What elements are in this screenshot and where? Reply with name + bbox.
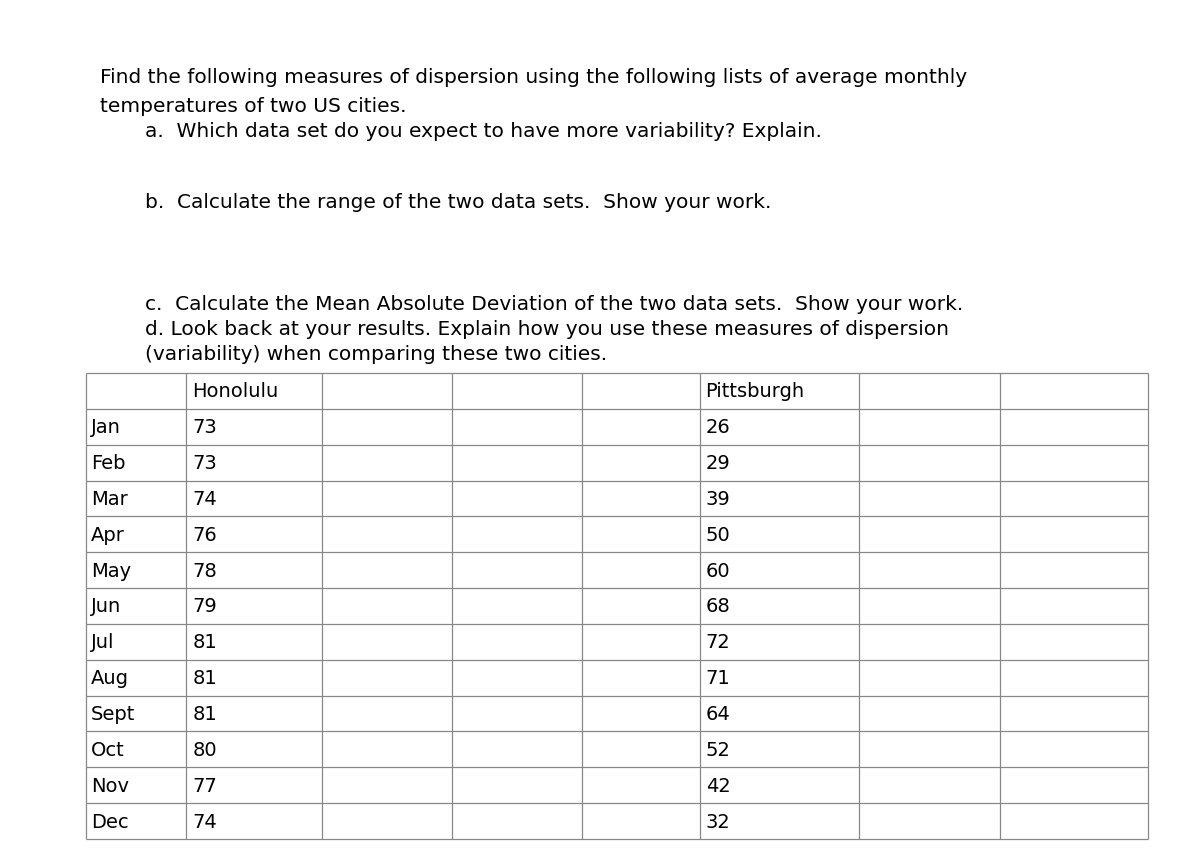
- Text: 74: 74: [192, 812, 217, 831]
- Text: 81: 81: [192, 669, 217, 688]
- Text: a.  Which data set do you expect to have more variability? Explain.: a. Which data set do you expect to have …: [145, 122, 822, 141]
- Text: 74: 74: [192, 489, 217, 509]
- Text: d. Look back at your results. Explain how you use these measures of dispersion: d. Look back at your results. Explain ho…: [145, 320, 949, 338]
- Text: Dec: Dec: [91, 812, 128, 831]
- Text: May: May: [91, 561, 131, 580]
- Text: Aug: Aug: [91, 669, 130, 688]
- Text: 29: 29: [706, 453, 731, 473]
- Text: 79: 79: [192, 596, 217, 616]
- Text: Honolulu: Honolulu: [192, 382, 278, 401]
- Text: 77: 77: [192, 776, 217, 795]
- Text: Mar: Mar: [91, 489, 127, 509]
- Text: Find the following measures of dispersion using the following lists of average m: Find the following measures of dispersio…: [100, 68, 967, 87]
- Text: temperatures of two US cities.: temperatures of two US cities.: [100, 97, 407, 116]
- Text: Jun: Jun: [91, 596, 121, 616]
- Text: 71: 71: [706, 669, 731, 688]
- Text: 26: 26: [706, 417, 731, 437]
- Text: 52: 52: [706, 740, 731, 759]
- Text: Pittsburgh: Pittsburgh: [706, 382, 805, 401]
- Text: 73: 73: [192, 453, 217, 473]
- Text: 73: 73: [192, 417, 217, 437]
- Text: b.  Calculate the range of the two data sets.  Show your work.: b. Calculate the range of the two data s…: [145, 193, 772, 212]
- Text: 68: 68: [706, 596, 731, 616]
- Text: Nov: Nov: [91, 776, 130, 795]
- Text: Jul: Jul: [91, 632, 114, 652]
- Text: 80: 80: [192, 740, 217, 759]
- Text: Apr: Apr: [91, 525, 125, 544]
- Text: 64: 64: [706, 705, 731, 723]
- Text: Sept: Sept: [91, 705, 136, 723]
- Text: 42: 42: [706, 776, 731, 795]
- Text: c.  Calculate the Mean Absolute Deviation of the two data sets.  Show your work.: c. Calculate the Mean Absolute Deviation…: [145, 295, 964, 314]
- Text: 60: 60: [706, 561, 731, 580]
- Text: 78: 78: [192, 561, 217, 580]
- Text: 32: 32: [706, 812, 731, 831]
- Text: 81: 81: [192, 632, 217, 652]
- Text: 50: 50: [706, 525, 731, 544]
- Text: Jan: Jan: [91, 417, 121, 437]
- Text: 72: 72: [706, 632, 731, 652]
- Text: 76: 76: [192, 525, 217, 544]
- Text: Feb: Feb: [91, 453, 126, 473]
- Text: Oct: Oct: [91, 740, 125, 759]
- Text: (variability) when comparing these two cities.: (variability) when comparing these two c…: [145, 344, 607, 364]
- Text: 39: 39: [706, 489, 731, 509]
- Text: 81: 81: [192, 705, 217, 723]
